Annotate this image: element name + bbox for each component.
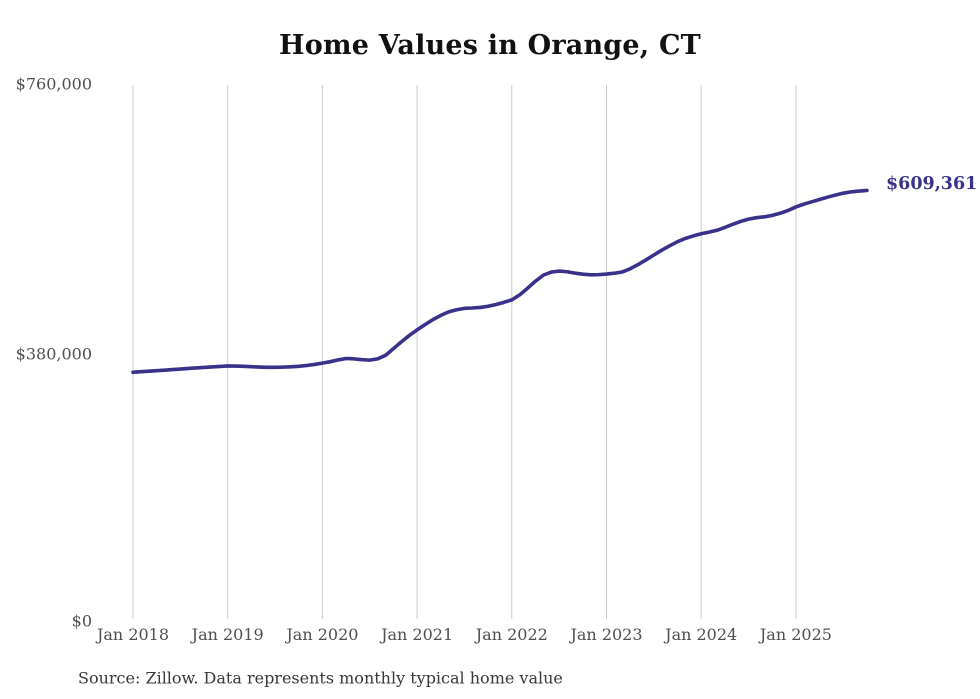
y-axis-label-760000: $760,000 [15, 74, 92, 94]
y-axis-label-380000: $380,000 [15, 344, 92, 364]
x-axis-label: Jan 2023 [568, 625, 642, 644]
end-value-label: $609,361 [886, 174, 978, 194]
x-axis-label: Jan 2021 [379, 625, 453, 644]
source-note: Source: Zillow. Data represents monthly … [78, 668, 563, 688]
chart-title: Home Values in Orange, CT [279, 30, 701, 61]
home-value-line-series [131, 188, 869, 375]
x-axis-label: Jan 2018 [95, 625, 169, 644]
x-axis-label: Jan 2019 [190, 625, 264, 644]
x-axis-label: Jan 2020 [284, 625, 358, 644]
y-axis-label-0: $0 [71, 611, 92, 631]
x-axis-label: Jan 2024 [663, 625, 737, 644]
x-axis-label: Jan 2025 [758, 625, 832, 644]
x-axis-label: Jan 2022 [474, 625, 548, 644]
